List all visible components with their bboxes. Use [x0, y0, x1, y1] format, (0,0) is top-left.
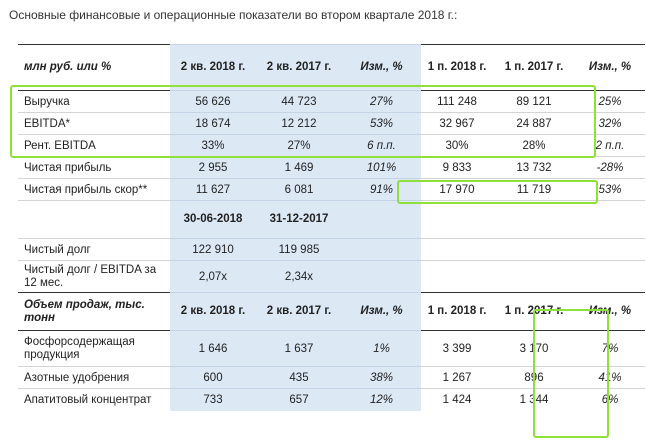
row-label: Чистый долг / EBITDA за 12 мес.: [18, 260, 170, 293]
sales-header-row: Объем продаж, тыс. тонн 2 кв. 2018 г. 2 …: [18, 292, 645, 331]
highlight-box-revenue-ebitda: [10, 85, 596, 158]
row-label: Фосфорсодержащая продукция: [18, 330, 170, 367]
table-cell: 11 627: [170, 178, 256, 201]
table-cell: 32%: [575, 112, 645, 135]
table-cell: 733: [170, 388, 256, 411]
table-cell: 657: [256, 388, 342, 411]
table-cell: 25%: [575, 90, 645, 113]
table-cell: 53%: [342, 112, 421, 135]
table-cell: 119 985: [256, 238, 342, 261]
table-cell: 56 626: [170, 90, 256, 113]
table-cell: 33%: [170, 134, 256, 157]
table-cell: 89 121: [493, 90, 575, 113]
table-cell: 12%: [342, 388, 421, 411]
column-header: Изм., %: [342, 44, 421, 91]
column-header: 2 кв. 2018 г.: [170, 292, 256, 331]
column-header: 30-06-2018: [170, 200, 256, 239]
table-cell: 1%: [342, 330, 421, 367]
table-cell: 101%: [342, 156, 421, 179]
table-cell: 9 833: [421, 156, 493, 179]
table-cell: -28%: [575, 156, 645, 179]
table-cell: 6 п.п.: [342, 134, 421, 157]
table-cell: 2 955: [170, 156, 256, 179]
table-row: Фосфорсодержащая продукция 1 646 1 637 1…: [18, 330, 645, 367]
row-label: Чистая прибыль: [18, 156, 170, 179]
row-label: Выручка: [18, 90, 170, 113]
table-cell: 6%: [575, 388, 645, 411]
table-cell: 2,34x: [256, 260, 342, 293]
financial-indicators-table: млн руб. или % 2 кв. 2018 г. 2 кв. 2017 …: [18, 44, 645, 411]
table-cell: 600: [170, 366, 256, 389]
table-cell: 3 399: [421, 330, 493, 367]
table-cell: 13 732: [493, 156, 575, 179]
column-header: 2 кв. 2017 г.: [256, 44, 342, 91]
row-label: Чистый долг: [18, 238, 170, 261]
table-cell: 1 469: [256, 156, 342, 179]
table-cell: 1 637: [256, 330, 342, 367]
highlight-box-sales-change: [533, 309, 609, 438]
table-row: Чистая прибыль скор** 11 627 6 081 91% 1…: [18, 178, 645, 201]
table-row: Выручка 56 626 44 723 27% 111 248 89 121…: [18, 90, 645, 113]
column-header: Изм., %: [575, 292, 645, 331]
debt-header-row: 30-06-2018 31-12-2017: [18, 200, 645, 239]
table-cell: 1 424: [421, 388, 493, 411]
row-label: EBITDA*: [18, 112, 170, 135]
table-cell: 32 967: [421, 112, 493, 135]
table-row: Чистый долг 122 910 119 985: [18, 238, 645, 261]
row-label: Чистая прибыль скор**: [18, 178, 170, 201]
table-cell: 12 212: [256, 112, 342, 135]
table-cell: 44 723: [256, 90, 342, 113]
table-caption: Основные финансовые и операционные показ…: [9, 8, 458, 22]
table-cell: 41%: [575, 366, 645, 389]
table-cell: 30%: [421, 134, 493, 157]
column-header: 1 п. 2017 г.: [493, 44, 575, 91]
table-row: Апатитовый концентрат 733 657 12% 1 424 …: [18, 388, 645, 411]
table-cell: 11 719: [493, 178, 575, 201]
column-header: Изм., %: [342, 292, 421, 331]
table-cell: 1 267: [421, 366, 493, 389]
column-header: Объем продаж, тыс. тонн: [18, 292, 170, 331]
table-cell: 2,07x: [170, 260, 256, 293]
table-cell: 27%: [342, 90, 421, 113]
column-header: Изм., %: [575, 44, 645, 91]
table-cell: 24 887: [493, 112, 575, 135]
column-header: 1 п. 2018 г.: [421, 292, 493, 331]
column-header: млн руб. или %: [18, 44, 170, 91]
table-cell: 6 081: [256, 178, 342, 201]
column-header: 31-12-2017: [256, 200, 342, 239]
row-label: Азотные удобрения: [18, 366, 170, 389]
table-row: Чистый долг / EBITDA за 12 мес. 2,07x 2,…: [18, 260, 645, 293]
column-header: 2 кв. 2017 г.: [256, 292, 342, 331]
table-row: Азотные удобрения 600 435 38% 1 267 896 …: [18, 366, 645, 389]
table-row: Чистая прибыль 2 955 1 469 101% 9 833 13…: [18, 156, 645, 179]
table-cell: 111 248: [421, 90, 493, 113]
table-cell: 435: [256, 366, 342, 389]
column-header: 2 кв. 2018 г.: [170, 44, 256, 91]
financial-header-row: млн руб. или % 2 кв. 2018 г. 2 кв. 2017 …: [18, 44, 645, 91]
table-cell: 28%: [493, 134, 575, 157]
table-cell: 2 п.п.: [575, 134, 645, 157]
table-cell: 91%: [342, 178, 421, 201]
table-cell: 38%: [342, 366, 421, 389]
row-label: Апатитовый концентрат: [18, 388, 170, 411]
highlight-box-adjusted-net-profit: [397, 180, 598, 204]
table-cell: 122 910: [170, 238, 256, 261]
table-row: EBITDA* 18 674 12 212 53% 32 967 24 887 …: [18, 112, 645, 135]
table-cell: 53%: [575, 178, 645, 201]
table-row: Рент. EBITDA 33% 27% 6 п.п. 30% 28% 2 п.…: [18, 134, 645, 157]
row-label: Рент. EBITDA: [18, 134, 170, 157]
table-cell: 17 970: [421, 178, 493, 201]
table-cell: 1 646: [170, 330, 256, 367]
table-cell: 27%: [256, 134, 342, 157]
table-cell: 7%: [575, 330, 645, 367]
column-header: 1 п. 2018 г.: [421, 44, 493, 91]
table-cell: 18 674: [170, 112, 256, 135]
